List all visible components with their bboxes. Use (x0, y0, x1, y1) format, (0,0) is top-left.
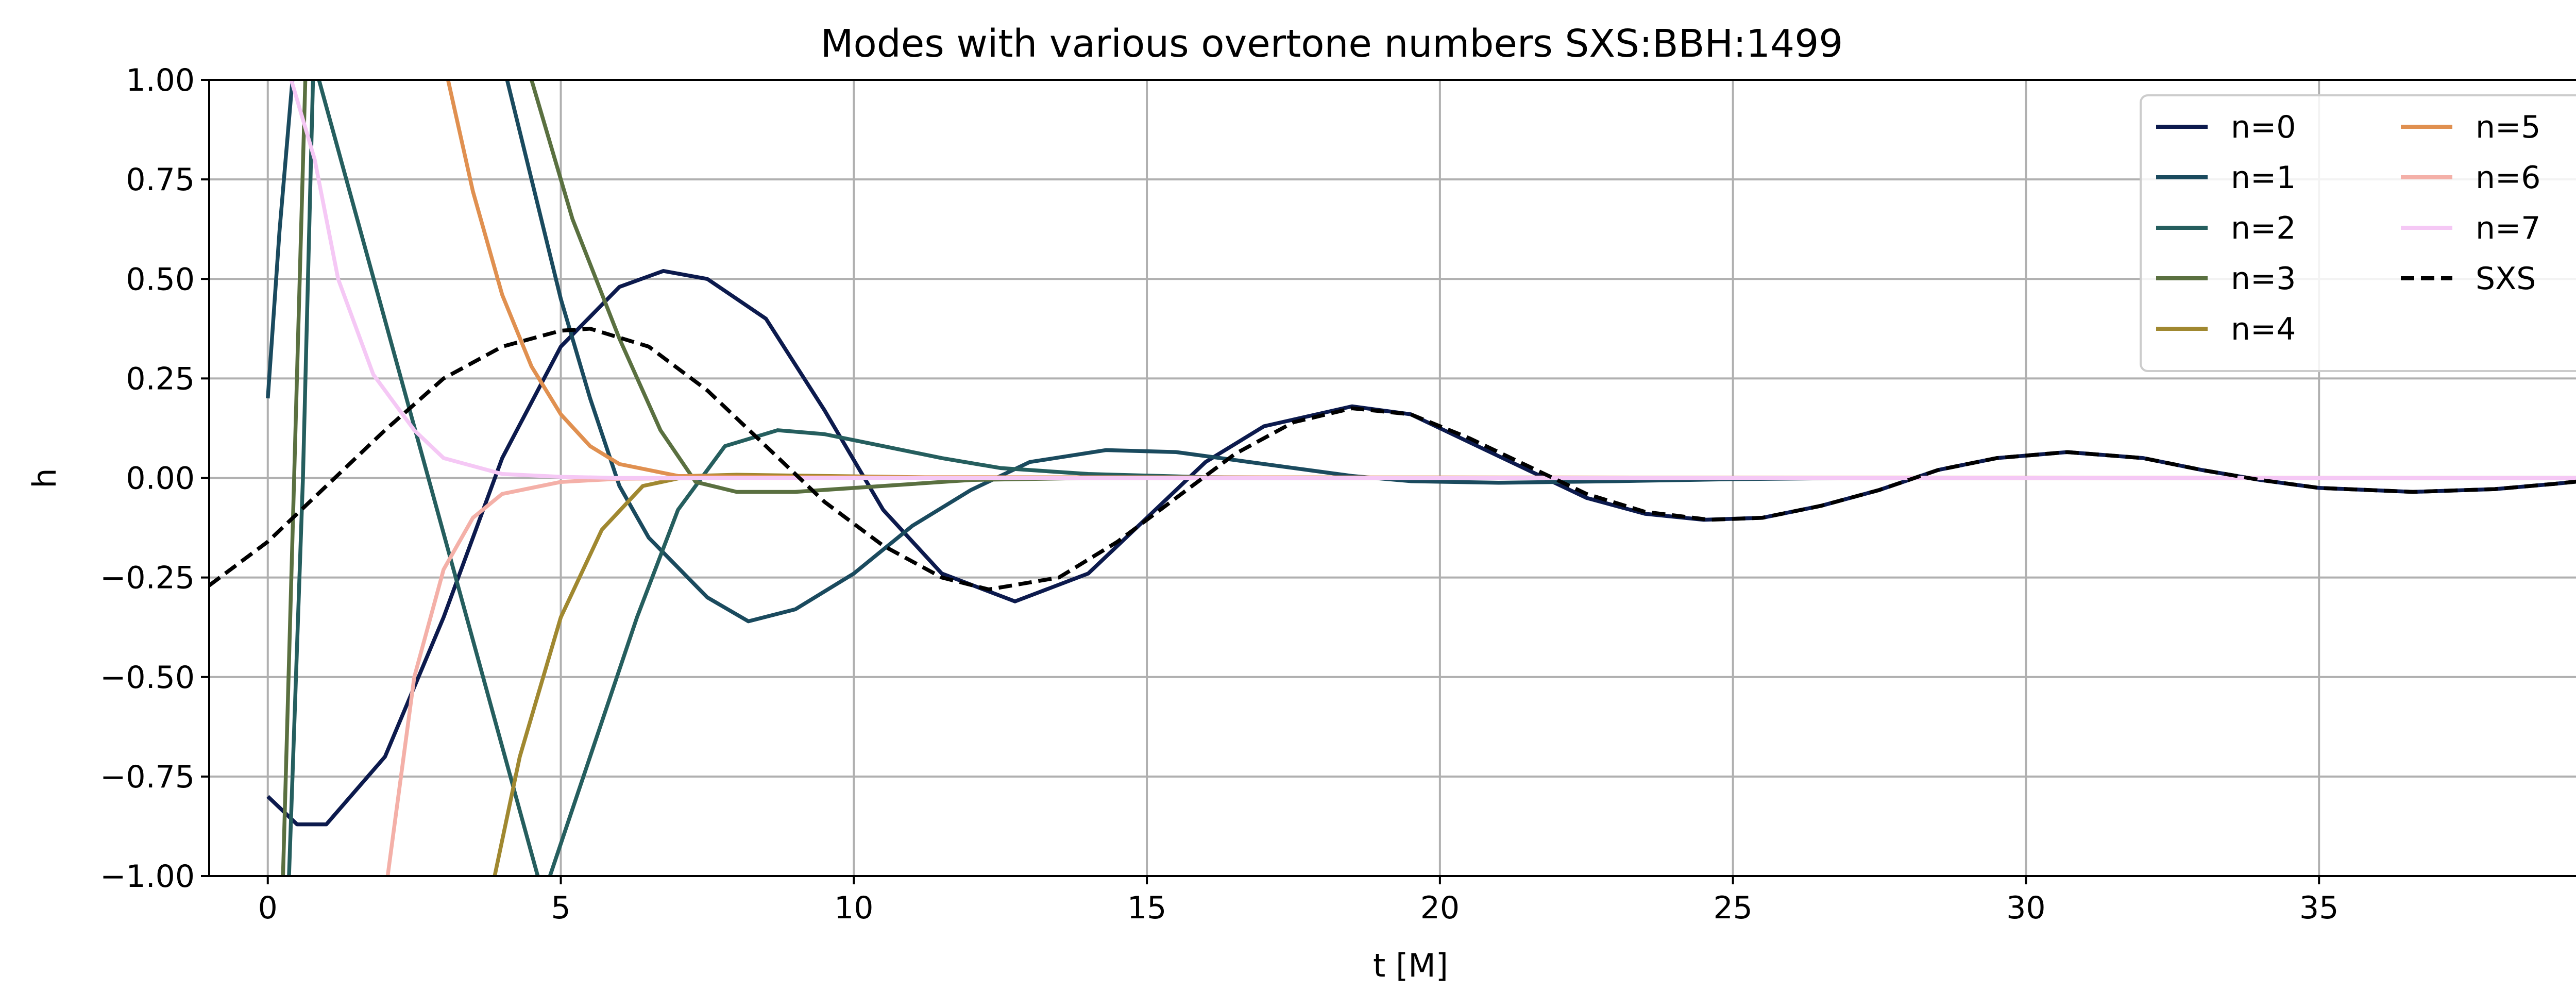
legend-label: n=3 (2231, 261, 2296, 297)
ticks: 0510152025303540−1.00−0.75−0.50−0.250.00… (100, 62, 2338, 926)
series-line-n-2 (287, 80, 2576, 876)
legend-item: n=1 (2156, 160, 2296, 196)
y-tick-label: 1.00 (126, 62, 195, 98)
legend-item: SXS (2401, 261, 2536, 297)
x-tick-label: 5 (551, 890, 570, 926)
y-tick-label: 0.75 (126, 162, 195, 198)
legend-label: n=0 (2231, 109, 2296, 145)
y-tick-label: 0.00 (126, 461, 195, 497)
legend-item: n=0 (2156, 109, 2296, 145)
y-tick-label: −1.00 (100, 859, 195, 895)
x-tick-label: 20 (1420, 890, 1460, 926)
x-tick-label: 0 (258, 890, 278, 926)
series-line-n-1 (266, 80, 2576, 624)
y-tick-label: 0.25 (126, 361, 195, 397)
x-tick-label: 15 (1127, 890, 1166, 926)
legend: n=0 n=1 n=2 n=3 n=4 n=5 n=6 n=7 SXS (2140, 94, 2576, 372)
legend-label: n=1 (2231, 160, 2296, 196)
legend-item: n=5 (2401, 109, 2540, 145)
series-line-n-7 (289, 80, 2576, 480)
legend-item: n=6 (2401, 160, 2540, 196)
series-line-n-3 (281, 80, 2576, 876)
series-layer (209, 80, 2576, 876)
x-tick-label: 25 (1713, 890, 1752, 926)
x-tick-label: 35 (2299, 890, 2338, 926)
legend-label: n=7 (2476, 210, 2540, 246)
legend-label: n=2 (2231, 210, 2296, 246)
y-tick-label: −0.75 (100, 759, 195, 795)
chart-title: Modes with various overtone numbers SXS:… (821, 22, 1843, 66)
legend-item: n=2 (2156, 210, 2296, 246)
legend-item: n=7 (2401, 210, 2540, 246)
legend-item: n=4 (2156, 311, 2296, 347)
x-tick-label: 10 (834, 890, 873, 926)
x-tick-label: 30 (2006, 890, 2045, 926)
legend-label: SXS (2476, 261, 2536, 297)
y-tick-label: 0.50 (126, 261, 195, 297)
legend-label: n=5 (2476, 109, 2540, 145)
x-axis-label: t [M] (1373, 947, 1448, 984)
legend-frame (2140, 94, 2576, 372)
series-line-sxs (209, 327, 2576, 592)
y-tick-label: −0.25 (100, 560, 195, 596)
legend-label: n=6 (2476, 160, 2540, 196)
legend-label: n=4 (2231, 311, 2296, 347)
y-axis-label: h (26, 468, 63, 488)
legend-item: n=3 (2156, 261, 2296, 297)
y-tick-label: −0.50 (100, 660, 195, 696)
